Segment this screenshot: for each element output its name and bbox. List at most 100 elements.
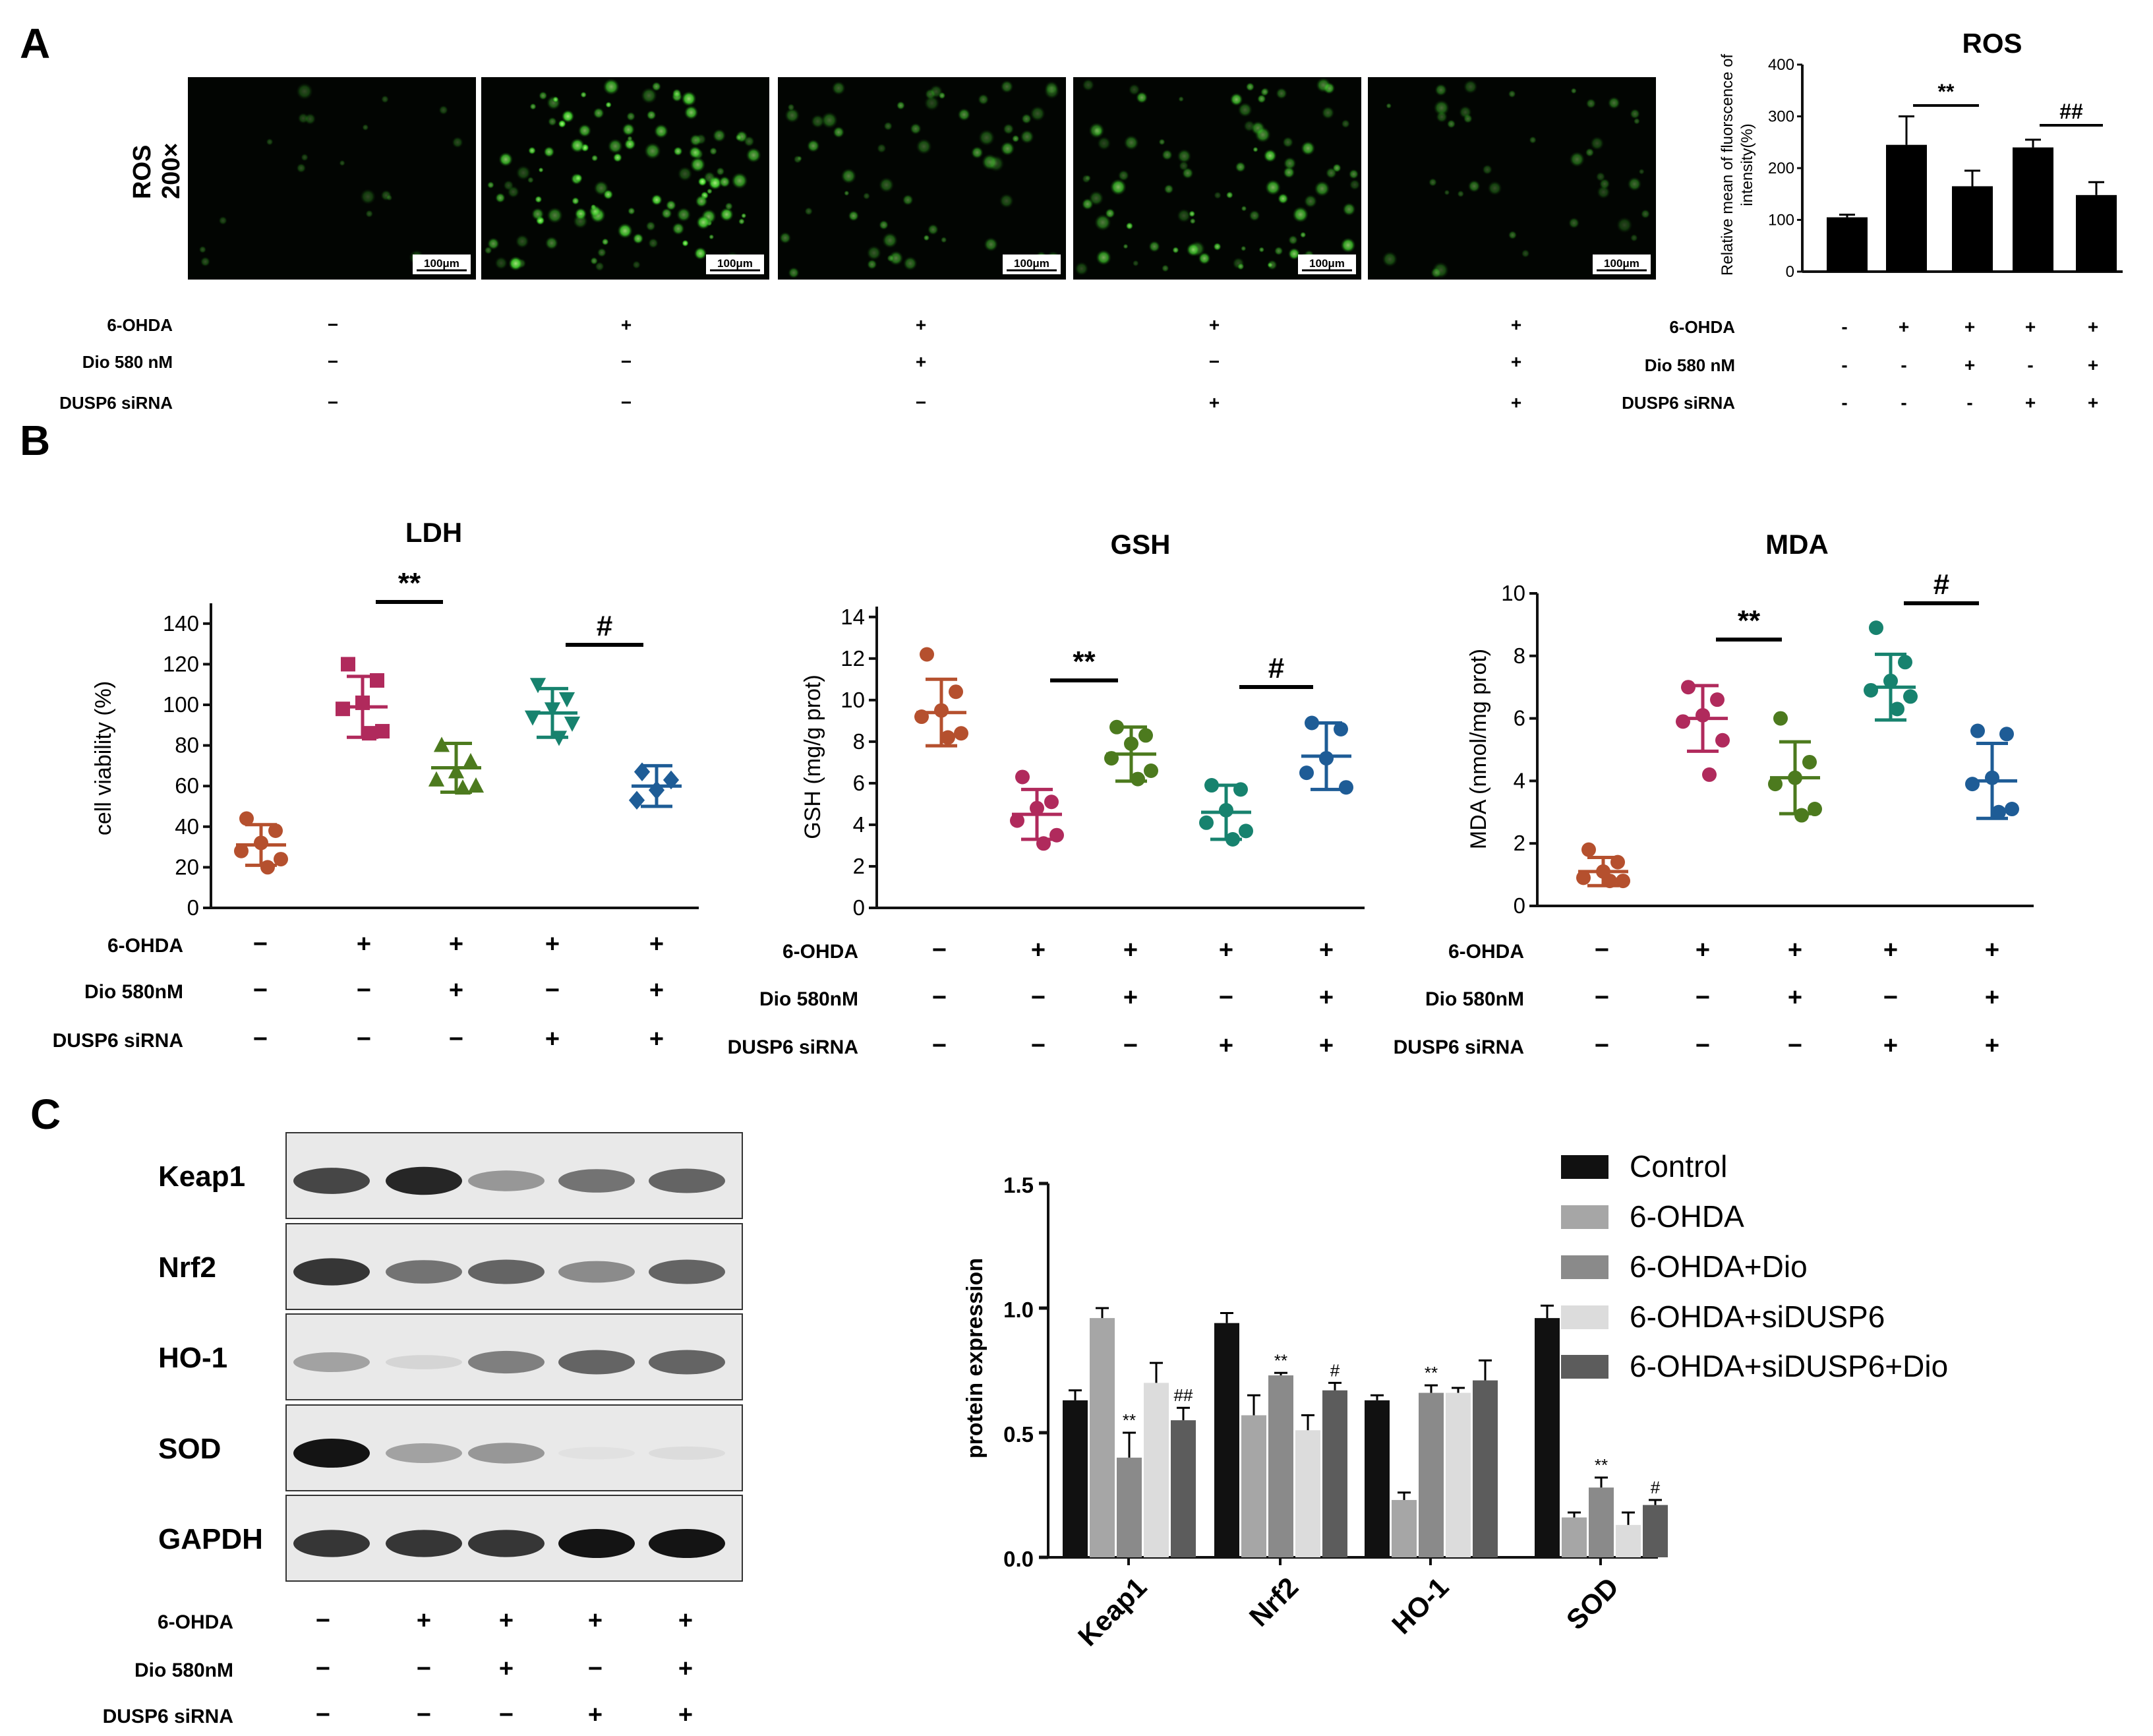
micrograph-row-label: ROS 200× — [129, 142, 185, 199]
ros-tick-label: 0 — [1786, 263, 1794, 281]
cell — [712, 129, 726, 142]
cell — [676, 207, 692, 222]
data-point — [628, 791, 645, 810]
cell — [1303, 194, 1318, 208]
bar — [1392, 1500, 1417, 1557]
data-point — [1985, 770, 1999, 785]
y-tick-label: 0.5 — [1003, 1422, 1034, 1447]
data-point — [1603, 874, 1617, 889]
cell — [591, 154, 599, 162]
cell — [362, 124, 369, 131]
cell — [1044, 80, 1059, 96]
cell — [1198, 252, 1211, 265]
cond-ldh-sign: − — [357, 976, 371, 1004]
cell — [1348, 169, 1359, 179]
legend-swatch — [1561, 1155, 1608, 1179]
data-point — [1676, 714, 1690, 729]
bar — [1643, 1505, 1668, 1557]
data-point — [336, 702, 350, 717]
cell — [661, 208, 672, 220]
cell — [1433, 100, 1450, 116]
cell — [607, 138, 623, 154]
cell — [1627, 177, 1642, 191]
cell — [572, 196, 579, 205]
cond-c-sign: + — [678, 1607, 693, 1634]
blot-band — [468, 1350, 545, 1374]
cell — [1521, 249, 1530, 258]
cond-a-sign: − — [328, 351, 338, 372]
cell — [1000, 80, 1014, 94]
cell — [1429, 178, 1437, 187]
y-tick-label: 10 — [1501, 581, 1525, 605]
y-tick-label: 80 — [175, 733, 199, 758]
cell — [1266, 259, 1278, 270]
cell — [821, 111, 839, 129]
cond-ros-sign: - — [2027, 355, 2033, 375]
blot-band — [558, 1169, 635, 1193]
blot-band — [386, 1166, 462, 1195]
cell — [529, 103, 537, 110]
cell — [1082, 78, 1095, 92]
cond-ldh-sign: − — [253, 1025, 268, 1053]
cell — [515, 234, 529, 249]
cell — [1225, 191, 1233, 199]
data-point — [1794, 808, 1809, 823]
cond-a-row-label: 6-OHDA — [107, 315, 173, 335]
cell — [590, 256, 599, 265]
y-tick-label: 140 — [163, 611, 199, 636]
data-point — [914, 709, 929, 725]
y-tick-label: 10 — [841, 688, 865, 712]
ros-tick-label: 100 — [1768, 212, 1794, 229]
cell — [507, 185, 520, 198]
cell — [1178, 160, 1189, 171]
cell — [545, 236, 558, 250]
cond-a-sign: − — [916, 392, 926, 413]
mda-chart: MDA MDA (nmol/mg prot) 0 2 4 6 8 10 ** # — [1466, 529, 2034, 918]
cell — [804, 207, 813, 216]
mda-y-label: MDA (nmol/mg prot) — [1466, 649, 1491, 849]
y-tick-label: 4 — [853, 812, 865, 837]
ros-sig-label: ## — [2059, 100, 2083, 123]
cond-a-sign: − — [328, 314, 338, 335]
cell — [1482, 164, 1493, 175]
cell — [682, 239, 689, 247]
sig-label: ** — [1073, 645, 1096, 678]
ros-y-label-line-1: Relative mean of fluorscence of — [1719, 54, 1736, 276]
sig-label: ** — [1274, 1350, 1287, 1370]
blot-strip-gapdh: GAPDH — [158, 1495, 743, 1582]
cell — [494, 256, 508, 270]
cell — [539, 91, 548, 100]
blot-strip-keap1: Keap1 — [158, 1132, 743, 1219]
cell — [1436, 111, 1448, 123]
data-point — [1903, 689, 1918, 704]
cond-ros-sign: - — [1901, 355, 1906, 375]
cell — [927, 224, 939, 235]
data-point — [1610, 854, 1625, 870]
data-point — [544, 702, 561, 718]
cell — [1161, 264, 1169, 272]
cell — [593, 107, 605, 119]
group-2 — [336, 657, 390, 741]
cell — [527, 176, 535, 184]
cell — [612, 152, 623, 163]
cell — [673, 146, 683, 156]
cell — [1241, 245, 1247, 252]
cell — [1278, 193, 1289, 204]
cell — [719, 207, 734, 222]
cell — [970, 146, 984, 159]
cond-a-sign: − — [1209, 351, 1220, 372]
micrograph-background — [188, 77, 476, 280]
cell — [1340, 237, 1356, 253]
cell — [1020, 129, 1034, 144]
scale-bar-label: 100μm — [1014, 257, 1049, 270]
data-point — [1305, 715, 1319, 731]
gsh-chart: GSH GSH (mg/g prot) 0 2 4 6 8 10 12 14 ** # — [800, 529, 1365, 920]
cell — [1088, 122, 1105, 139]
data-point — [648, 781, 665, 800]
cond-mda-sign: + — [1985, 936, 1999, 964]
cell — [866, 245, 882, 260]
data-point — [1808, 802, 1822, 817]
cell — [1253, 146, 1258, 153]
sig-label: # — [1651, 1478, 1661, 1497]
cell — [796, 156, 802, 162]
